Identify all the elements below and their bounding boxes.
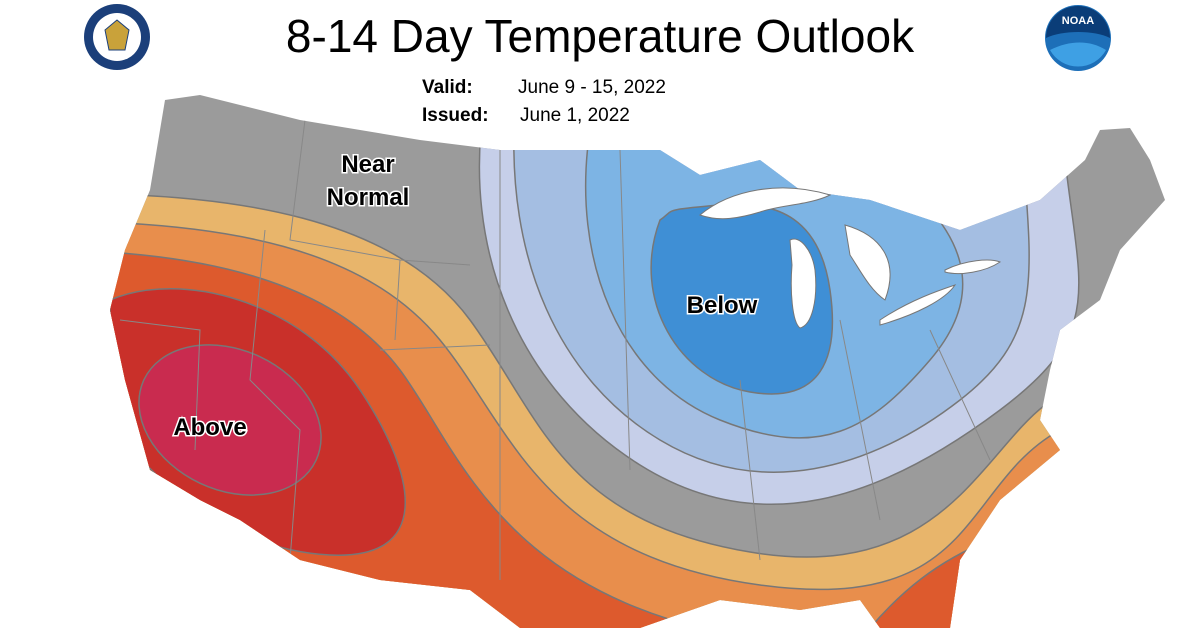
outlook-map: [110, 95, 1165, 628]
seal-shield: [104, 19, 130, 51]
valid-label: Valid:: [422, 77, 473, 98]
valid-value: June 9 - 15, 2022: [518, 77, 666, 98]
noaa-lower: [1050, 42, 1106, 67]
lake-ontario: [944, 259, 1002, 275]
issued-label: Issued:: [422, 105, 489, 126]
lake-superior: [699, 187, 832, 220]
below-label: Below: [687, 292, 758, 319]
noaa-text: NOAA: [1062, 15, 1094, 27]
title: 8-14 Day Temperature Outlook: [286, 10, 915, 62]
commerce-seal: [84, 4, 150, 70]
near-normal-label: Near: [341, 151, 394, 178]
state-border: [119, 119, 991, 580]
noaa-upper: [1046, 6, 1110, 38]
near-normal-label: Normal: [327, 184, 410, 211]
lake-michigan: [789, 238, 817, 329]
issued-value: June 1, 2022: [520, 105, 630, 126]
great-lakes: [699, 187, 1002, 329]
cold-band: [650, 203, 834, 395]
lake-erie: [879, 284, 957, 326]
warm-band: [138, 344, 322, 496]
noaa-logo: NOAA: [1045, 5, 1111, 71]
lake-huron: [844, 224, 891, 301]
above-label: Above: [173, 414, 246, 441]
